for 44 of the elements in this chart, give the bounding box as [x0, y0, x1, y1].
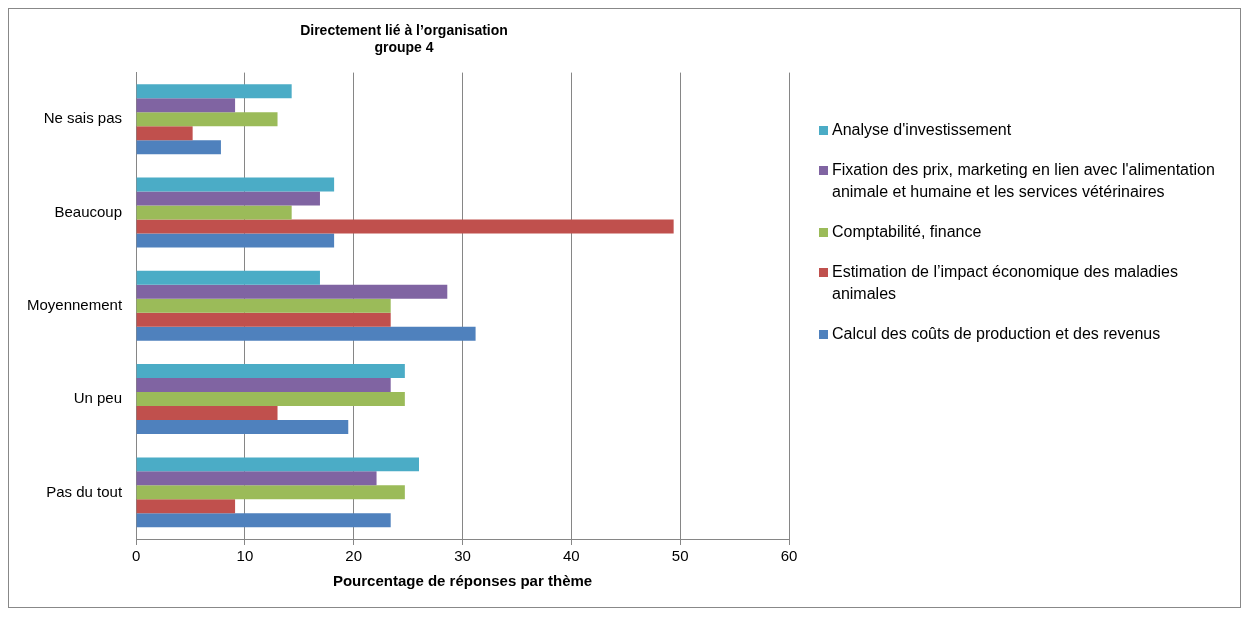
bar	[136, 485, 405, 500]
bar	[136, 284, 448, 299]
x-axis-title: Pourcentage de réponses par thème	[332, 572, 593, 590]
chart-title: Directement lié à l’organisation groupe 4	[300, 22, 508, 56]
y-tick-label: Ne sais pas	[43, 109, 123, 127]
legend-label: Fixation des prix, marketing en lien avec l'alimentation animale et humaine et les services vétérinaires	[832, 160, 1216, 202]
bar	[136, 471, 377, 486]
legend-label: Comptabilité, finance	[832, 222, 982, 242]
x-tick-label: 50	[671, 547, 689, 565]
y-tick-label: Pas du tout	[46, 482, 123, 500]
x-tick-label: 10	[236, 547, 254, 565]
bar	[136, 270, 320, 285]
bar	[136, 112, 278, 127]
x-tick-label: 0	[131, 547, 141, 565]
bar	[136, 378, 391, 393]
y-tick-label: Beaucoup	[54, 202, 123, 220]
bar	[136, 205, 292, 220]
bar	[136, 126, 193, 141]
bar	[136, 98, 236, 113]
bar	[136, 84, 292, 99]
x-tick-label: 30	[454, 547, 471, 565]
bar	[136, 177, 335, 192]
bar	[136, 392, 405, 407]
bar	[136, 513, 391, 528]
bar	[136, 191, 320, 206]
bar	[136, 457, 419, 472]
bar	[136, 326, 476, 341]
x-tick-label: 40	[563, 547, 580, 565]
bar	[136, 219, 674, 234]
bar	[136, 420, 349, 435]
legend-label: Estimation de l’impact économique des maladies animales	[832, 262, 1179, 304]
bar	[136, 298, 391, 313]
legend-label: Analyse d'investissement	[832, 120, 1012, 140]
y-tick-label: Moyennement	[26, 295, 123, 313]
x-tick-label: 20	[345, 547, 363, 565]
bar	[136, 499, 236, 514]
bar	[136, 233, 335, 248]
bar	[136, 364, 405, 379]
bar	[136, 140, 221, 155]
legend-label: Calcul des coûts de production et des revenus	[832, 324, 1161, 344]
bar	[136, 406, 278, 421]
x-tick-label: 60	[780, 547, 798, 565]
y-tick-label: Un peu	[73, 389, 123, 407]
bar	[136, 312, 391, 327]
